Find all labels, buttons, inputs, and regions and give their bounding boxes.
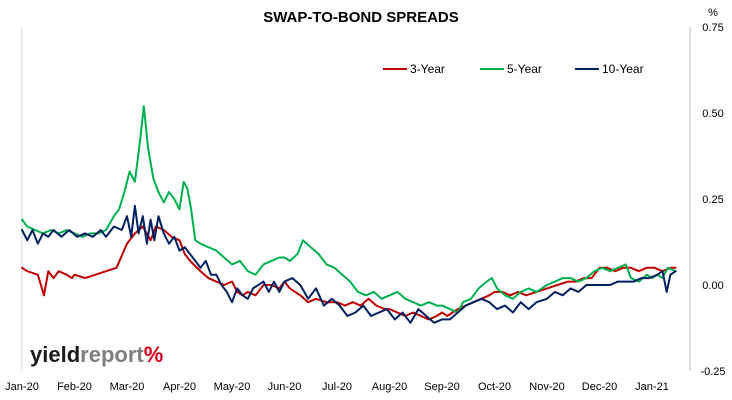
yieldreport-logo: yieldreport% <box>30 342 163 367</box>
x-tick-label: Mar-20 <box>110 381 145 393</box>
x-tick-label: Jun-20 <box>268 381 302 393</box>
logo-word-plain: yield <box>30 342 80 367</box>
y-axis: 0.75 0.50 0.25 0.00 -0.25 <box>700 22 725 378</box>
svg-text:yieldreport%: yieldreport% <box>30 342 163 367</box>
legend-label-5-year: 5-Year <box>507 62 542 76</box>
plot-area <box>21 27 691 371</box>
chart-title: SWAP-TO-BOND SPREADS <box>263 9 459 26</box>
x-tick-label: Jan-21 <box>635 381 669 393</box>
x-tick-label: Nov-20 <box>529 381 564 393</box>
x-tick-label: Oct-20 <box>478 381 511 393</box>
logo-percent-symbol: % <box>144 342 164 367</box>
legend: 3-Year 5-Year 10-Year <box>383 62 644 76</box>
x-tick-label: Feb-20 <box>57 381 92 393</box>
y-tick-label: 0.00 <box>702 280 723 292</box>
legend-label-3-year: 3-Year <box>410 62 445 76</box>
x-tick-label: Dec-20 <box>582 381 617 393</box>
x-tick-label: Sep-20 <box>424 381 459 393</box>
y-tick-label: 0.50 <box>702 108 723 120</box>
series-line-10-year <box>21 204 677 324</box>
x-tick-label: Apr-20 <box>163 381 196 393</box>
x-tick-label: Jul-20 <box>322 381 352 393</box>
logo-word-accent: report <box>80 342 144 367</box>
x-tick-label: May-20 <box>214 381 251 393</box>
x-axis: Jan-20 Feb-20 Mar-20 Apr-20 May-20 Jun-20 Jul-… <box>5 381 669 393</box>
series-line-3-year <box>21 225 677 321</box>
series-line-5-year <box>21 105 677 314</box>
x-tick-label: Aug-20 <box>372 381 407 393</box>
y-tick-label: 0.25 <box>702 194 723 206</box>
series-lines <box>21 105 677 324</box>
legend-label-10-year: 10-Year <box>602 62 644 76</box>
y-tick-label: -0.25 <box>700 366 725 378</box>
y-tick-label: 0.75 <box>702 22 723 34</box>
y-axis-unit: % <box>708 7 718 19</box>
x-tick-label: Jan-20 <box>5 381 39 393</box>
